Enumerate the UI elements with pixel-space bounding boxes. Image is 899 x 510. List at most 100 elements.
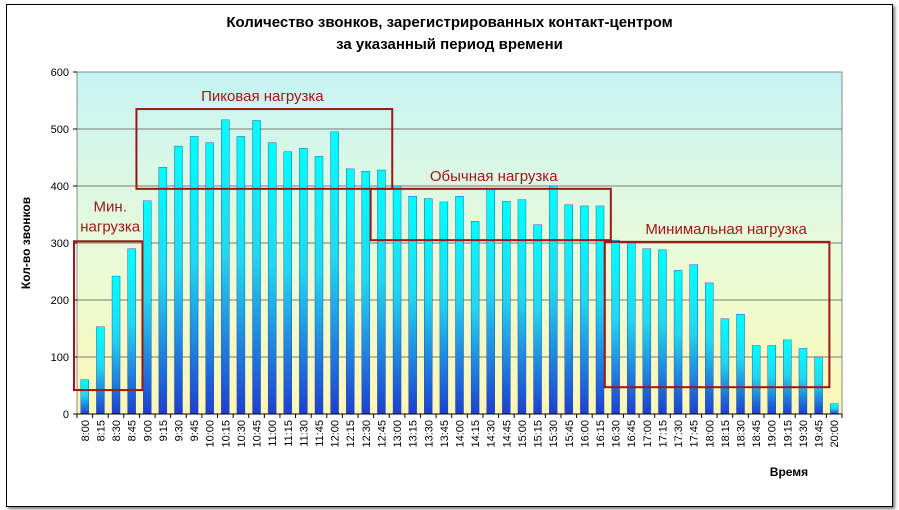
x-tick-label: 16:15 bbox=[595, 420, 607, 448]
x-tick-label: 9:15 bbox=[158, 420, 170, 441]
bar bbox=[377, 169, 386, 415]
x-tick-label: 12:30 bbox=[361, 420, 373, 448]
x-tick-label: 19:15 bbox=[782, 420, 794, 448]
bar bbox=[720, 318, 730, 415]
x-tick-label: 10:45 bbox=[252, 420, 264, 448]
bar bbox=[814, 356, 823, 415]
x-tick-label: 11:15 bbox=[283, 420, 295, 447]
bar bbox=[174, 145, 183, 415]
x-tick-label: 15:00 bbox=[517, 420, 529, 448]
bar bbox=[189, 136, 199, 415]
x-axis-label: Время bbox=[770, 465, 808, 479]
x-tick-label: 18:30 bbox=[736, 420, 748, 448]
x-tick-label: 17:30 bbox=[673, 420, 685, 448]
bar bbox=[767, 345, 776, 415]
bar bbox=[283, 151, 292, 415]
bar bbox=[548, 185, 558, 415]
bar bbox=[205, 142, 214, 415]
x-tick-label: 14:00 bbox=[455, 420, 467, 448]
bar bbox=[96, 326, 105, 415]
annotation-box bbox=[603, 240, 831, 389]
bar bbox=[314, 156, 324, 415]
bar bbox=[424, 198, 433, 415]
bar bbox=[658, 249, 667, 415]
y-tick-label: 500 bbox=[51, 124, 69, 136]
bar bbox=[392, 185, 402, 415]
bar bbox=[143, 200, 152, 415]
bar bbox=[221, 119, 230, 415]
x-tick-label: 19:00 bbox=[767, 420, 779, 448]
x-tick-label: 8:45 bbox=[127, 420, 139, 441]
bar bbox=[470, 221, 480, 415]
x-tick-label: 9:45 bbox=[189, 420, 201, 441]
x-tick-label: 16:00 bbox=[579, 420, 591, 448]
x-tick-label: 18:00 bbox=[704, 420, 716, 448]
bar bbox=[829, 403, 839, 415]
x-tick-label: 17:15 bbox=[657, 420, 669, 448]
x-tick-label: 16:30 bbox=[611, 420, 623, 448]
bar bbox=[111, 275, 121, 415]
x-tick-label: 19:30 bbox=[798, 420, 810, 448]
x-axis: 8:00 8:15 8:30 8:45 9:00 9:15 9:30 9:45 10:00 10:… bbox=[76, 413, 843, 448]
x-tick-label: 16:45 bbox=[626, 420, 638, 448]
x-tick-label: 11:30 bbox=[298, 420, 310, 447]
chart-title-line1: Количество звонков, зарегистрированных к… bbox=[226, 14, 673, 31]
bar bbox=[627, 242, 636, 415]
bar bbox=[408, 196, 417, 415]
annotation-label: Мин. нагрузка bbox=[80, 198, 141, 235]
chart-title: Количество звонков, зарегистрированных к… bbox=[0, 12, 899, 56]
x-tick-label: 12:45 bbox=[376, 420, 388, 448]
x-tick-label: 20:00 bbox=[829, 420, 841, 448]
x-tick-label: 8:30 bbox=[111, 420, 123, 441]
x-tick-label: 15:45 bbox=[564, 420, 576, 448]
x-tick-label: 10:15 bbox=[220, 420, 232, 448]
bar bbox=[705, 282, 714, 415]
annotation-box bbox=[73, 240, 144, 392]
annotation-label: Пиковая нагрузка bbox=[201, 88, 324, 105]
annotation-box bbox=[135, 108, 394, 190]
x-tick-label: 18:45 bbox=[751, 420, 763, 448]
annotation-box bbox=[369, 187, 612, 242]
y-axis-label: Кол-во звонков bbox=[19, 197, 33, 289]
bar bbox=[642, 248, 652, 415]
y-tick-label: 600 bbox=[51, 67, 69, 79]
x-tick-label: 9:30 bbox=[173, 420, 185, 441]
bar bbox=[517, 199, 527, 415]
x-tick-label: 14:15 bbox=[470, 420, 482, 448]
bar bbox=[751, 345, 761, 415]
x-tick-label: 8:15 bbox=[95, 420, 107, 441]
bar bbox=[439, 201, 449, 415]
x-tick-label: 11:00 bbox=[267, 420, 279, 447]
annotation-label: Минимальная нагрузка bbox=[645, 221, 807, 238]
x-tick-label: 13:45 bbox=[439, 420, 451, 448]
annotation-label: Обычная нагрузка bbox=[430, 168, 558, 185]
x-tick-label: 12:15 bbox=[345, 420, 357, 448]
bar bbox=[736, 314, 745, 415]
y-tick-label: 100 bbox=[51, 352, 69, 364]
x-tick-label: 11:45 bbox=[314, 420, 326, 447]
bar bbox=[236, 136, 246, 415]
x-tick-label: 15:30 bbox=[548, 420, 560, 448]
bar bbox=[486, 188, 495, 415]
chart-title-line2: за указанный период времени bbox=[336, 36, 563, 53]
x-tick-label: 10:00 bbox=[205, 420, 217, 448]
x-tick-label: 15:15 bbox=[533, 420, 545, 448]
bar bbox=[502, 201, 511, 415]
x-tick-label: 14:45 bbox=[501, 420, 513, 448]
x-tick-label: 17:00 bbox=[642, 420, 654, 448]
bar bbox=[267, 142, 277, 415]
y-tick-label: 0 bbox=[63, 409, 69, 421]
bar bbox=[252, 120, 261, 415]
bar bbox=[673, 270, 683, 415]
y-tick-label: 400 bbox=[51, 181, 69, 193]
bar bbox=[533, 224, 542, 415]
bar bbox=[158, 166, 168, 415]
y-tick-label: 300 bbox=[51, 238, 69, 250]
x-tick-label: 12:00 bbox=[330, 420, 342, 448]
x-tick-label: 13:15 bbox=[408, 420, 420, 448]
bar bbox=[580, 205, 589, 415]
bar bbox=[80, 379, 90, 415]
x-tick-label: 13:30 bbox=[423, 420, 435, 448]
bar bbox=[361, 170, 371, 415]
x-tick-label: 14:30 bbox=[486, 420, 498, 448]
